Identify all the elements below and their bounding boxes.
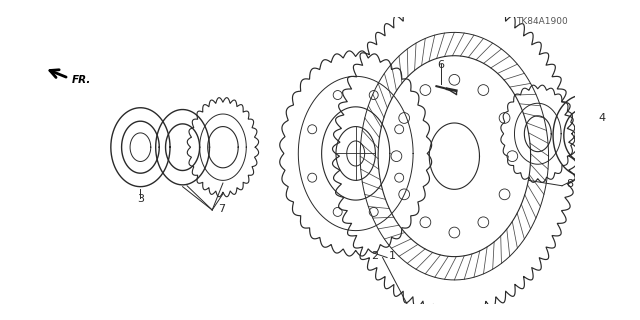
- Text: 7: 7: [218, 204, 225, 214]
- Text: 6: 6: [437, 60, 444, 70]
- Text: FR.: FR.: [71, 75, 91, 85]
- Text: TK84A1900: TK84A1900: [516, 17, 568, 26]
- Text: 1: 1: [389, 251, 396, 261]
- Text: 3: 3: [137, 194, 144, 204]
- Text: 8: 8: [566, 179, 573, 189]
- Text: 2: 2: [371, 251, 378, 261]
- Text: 4: 4: [599, 113, 606, 123]
